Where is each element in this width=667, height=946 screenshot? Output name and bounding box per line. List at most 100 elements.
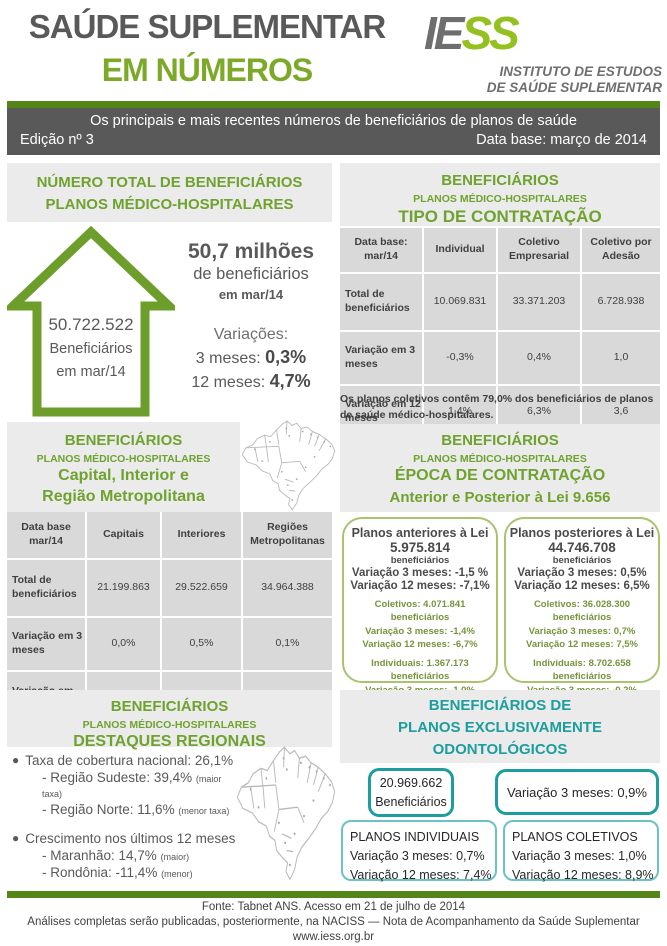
edition-label: Edição nº 3 [20, 132, 94, 148]
up-arrow-icon [7, 226, 175, 417]
banner-text: Os principais e mais recentes números de… [90, 113, 577, 129]
total-beneficiaries-value: 50.722.522 [48, 315, 134, 334]
variation-3m: 3 meses: 0,3% [170, 347, 332, 368]
odonto-title2: PLANOS EXCLUSIVAMENTE [398, 718, 602, 736]
norte-note: (menor taxa) [178, 806, 230, 816]
panel-total-title1: NÚMERO TOTAL DE BENEFICIÁRIOS [36, 174, 303, 191]
anterior-value: 5.975.814 [389, 540, 451, 555]
col-header: Coletivo por Adesão [582, 228, 660, 272]
anterior-coletivos-total: Coletivos: 4.071.841 beneficiários [374, 599, 466, 624]
anterior-v12: Variação 12 meses: -7,1% [350, 580, 490, 592]
bullet-item: ● Crescimento nos últimos 12 meses [10, 831, 238, 846]
subtitle-banner: Os principais e mais recentes números de… [7, 108, 660, 155]
destaques-title2: PLANOS MÉDICO-HOSPITALARES [82, 718, 257, 731]
destaques-list: ● Taxa de cobertura nacional: 26,1% - Reg… [10, 753, 238, 880]
contratacao-title1: BENEFICIÁRIOS [441, 172, 559, 189]
posterior-v3: Variação 3 meses: 0,5% [517, 567, 647, 579]
panel-epoca-header: BENEFICIÁRIOS PLANOS MÉDICO-HOSPITALARES… [340, 424, 660, 512]
odonto-col-title: PLANOS COLETIVOS [512, 830, 638, 844]
posterior-coletivos-v3: Variação 3 meses: 0,7% [528, 625, 636, 637]
table-cell: 0,5% [162, 618, 241, 670]
table-cell: 0,4% [498, 332, 580, 384]
odonto-ind-v3: Variação 3 meses: 0,7% [350, 848, 485, 863]
arrow-callout: 50.722.522 Beneficiários em mar/14 [35, 312, 147, 383]
rondonia-note: (menor) [161, 869, 193, 879]
epoca-title2: PLANOS MÉDICO-HOSPITALARES [413, 452, 587, 465]
table-cell: 1,0 [582, 332, 660, 384]
footer-source: Fonte: Tabnet ANS. Acesso em 21 de julho… [201, 901, 466, 913]
page-title-line2: EM NÚMEROS [101, 52, 313, 88]
row-label: Variação em 3 meses [340, 332, 422, 384]
odonto-v3-box: Variação 3 meses: 0,9% [495, 769, 659, 815]
anterior-coletivos: Coletivos: 4.071.841 beneficiários Varia… [344, 598, 496, 651]
col-header: Individual [424, 228, 496, 272]
contratacao-table: Data base: mar/14 Individual Coletivo Em… [340, 228, 660, 438]
panel-total-title2: PLANOS MÉDICO-HOSPITALARES [45, 195, 294, 213]
table-cell: 6.728.938 [582, 274, 660, 330]
odonto-col-v12: Variação 12 meses: 8,9% [512, 867, 654, 882]
odonto-title3: ODONTOLÓGICOS [432, 740, 568, 758]
table-cell: 29.522.659 [162, 560, 241, 616]
iess-logo: IESS INSTITUTO DE ESTUDOS DE SAÚDE SUPLE… [424, 10, 662, 96]
odonto-coletivos-box: PLANOS COLETIVOS Variação 3 meses: 1,0% … [503, 820, 659, 882]
iess-logo-wordmark: IESS [424, 10, 662, 56]
footer-website-link[interactable]: www.iess.org.br [292, 931, 375, 943]
panel-contratacao-header: BENEFICIÁRIOS PLANOS MÉDICO-HOSPITALARES… [340, 163, 660, 226]
posterior-individuais-total: Individuais: 8.702.658 beneficiários [533, 658, 631, 683]
destaques-title1: BENEFICIÁRIOS [110, 698, 229, 715]
page-title: SAÚDE SUPLEMENTAR EM NÚMEROS [7, 8, 407, 89]
posterior-coletivos-total: Coletivos: 36.028.300 beneficiários [533, 599, 631, 624]
variation-12m-label: 12 meses: [191, 374, 270, 391]
odonto-total-label: Beneficiários [375, 794, 447, 809]
row-label: Variação em 3 meses [7, 618, 85, 670]
variations-label: Variações: [213, 326, 289, 343]
total-beneficiaries-label: Beneficiários [49, 341, 133, 358]
variation-12m: 12 meses: 4,7% [170, 371, 332, 392]
capital-title4: Região Metropolitana [42, 487, 205, 505]
bullet-icon: ● [12, 753, 20, 767]
page-title-line1: SAÚDE SUPLEMENTAR [28, 8, 386, 45]
bullet2-text: Crescimento nos últimos 12 meses [25, 831, 236, 846]
bullet-subitem: - Maranhão: 14,7% (maior) [42, 848, 238, 863]
planos-posteriores-box: Planos posteriores à Lei 44.746.708 bene… [504, 517, 660, 709]
table-cell: 10.069.831 [424, 274, 496, 330]
odonto-title1: BENEFICIÁRIOS DE [428, 697, 572, 714]
anterior-individuais-total: Individuais: 1.367.173 beneficiários [371, 658, 469, 683]
posterior-unit: beneficiários [552, 555, 612, 566]
rondonia-text: - Rondônia: -11,4% [42, 865, 162, 880]
bullet-subitem: - Rondônia: -11,4% (menor) [42, 865, 238, 880]
table-cell: -0,3% [424, 332, 496, 384]
contratacao-title2: PLANOS MÉDICO-HOSPITALARES [413, 192, 587, 205]
odonto-ind-v12: Variação 12 meses: 7,4% [350, 867, 492, 882]
posterior-value: 44.746.708 [548, 540, 616, 555]
logo-text-green: SS [461, 7, 519, 59]
brazil-map [236, 746, 336, 881]
footer-divider [7, 891, 660, 898]
logo-text-gray: IE [424, 7, 465, 59]
footer-note: Análises completas serão publicadas, pos… [27, 916, 640, 928]
logo-subtitle-line1: INSTITUTO DE ESTUDOS [499, 64, 662, 79]
contratacao-title3: TIPO DE CONTRATAÇÃO [398, 206, 602, 226]
variation-12m-value: 4,7% [269, 371, 311, 391]
contratacao-note: Os planos coletivos contêm 79,0% dos ben… [340, 393, 654, 421]
odonto-col-v3: Variação 3 meses: 1,0% [512, 848, 647, 863]
posterior-v12: Variação 12 meses: 6,5% [514, 580, 650, 592]
maranhao-text: - Maranhão: 14,7% [42, 848, 161, 863]
table-cell: 0,1% [243, 618, 332, 670]
anterior-coletivos-v12: Variação 12 meses: -6,7% [362, 638, 478, 650]
bullet1-text: Taxa de cobertura nacional: 26,1% [25, 753, 234, 768]
capital-title1: BENEFICIÁRIOS [64, 432, 183, 449]
row-label: Total de beneficiários [7, 560, 85, 616]
table-cell: 33.371.203 [498, 274, 580, 330]
iess-logo-subtitle: INSTITUTO DE ESTUDOS DE SAÚDE SUPLEMENTA… [424, 64, 662, 96]
table-cell: 21.199.863 [87, 560, 160, 616]
odonto-total-value: 20.969.662 [379, 776, 443, 791]
maranhao-note: (maior) [160, 852, 190, 862]
capital-title3: Capital, Interior e [58, 466, 189, 484]
epoca-title4: Anterior e Posterior à Lei 9.656 [389, 488, 611, 506]
odonto-v3-text: Variação 3 meses: 0,9% [507, 784, 647, 800]
total-summary: 50,7 milhões de beneficiários em mar/14 … [170, 240, 332, 392]
anterior-unit: beneficiários [390, 555, 450, 566]
variation-3m-value: 0,3% [265, 347, 307, 367]
